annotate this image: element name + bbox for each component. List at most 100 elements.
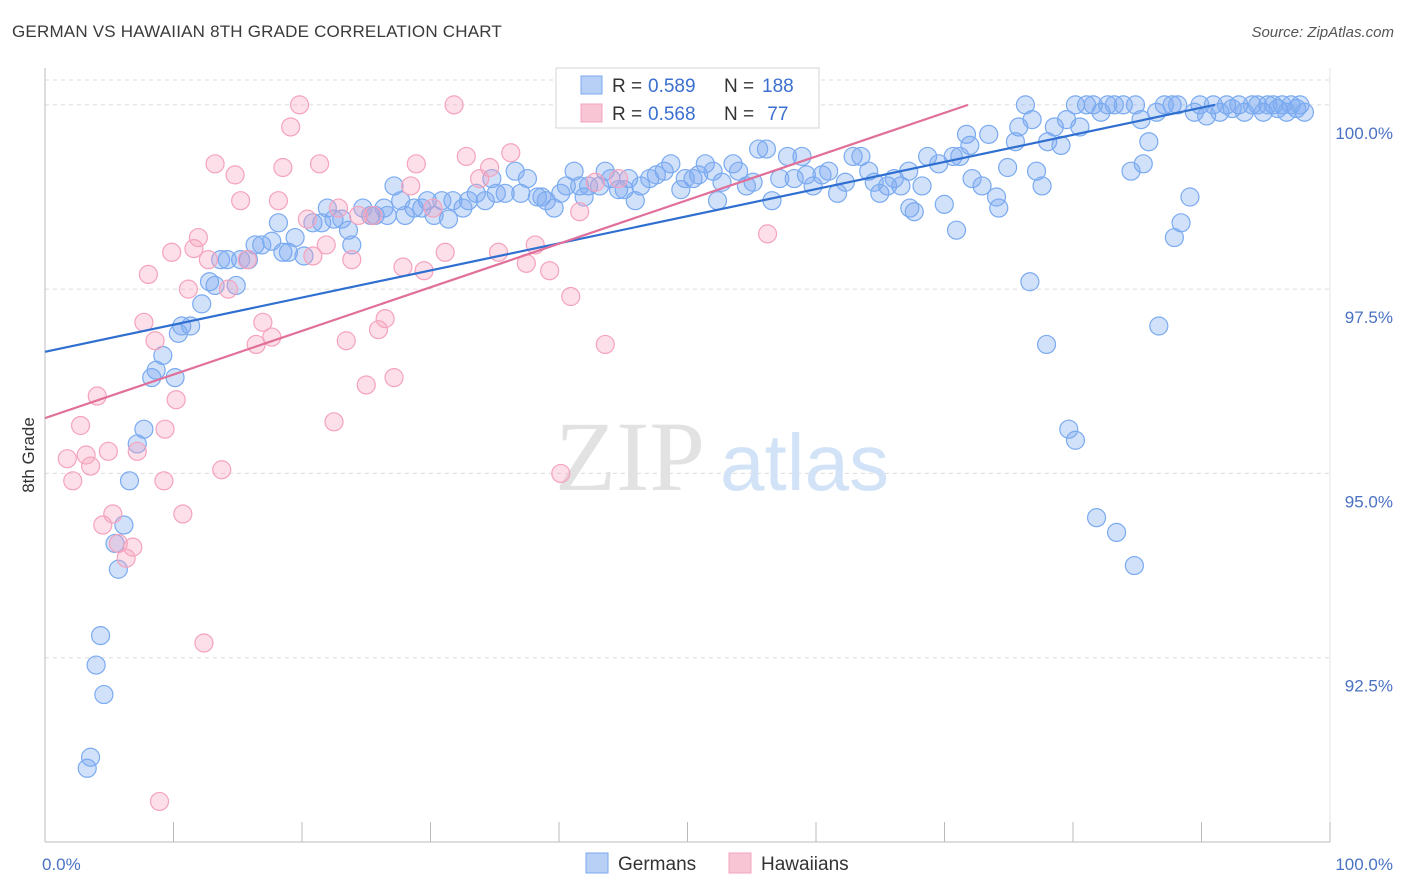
hawaiians-point — [501, 143, 521, 163]
hawaiians-point — [173, 504, 193, 524]
germans-point — [1149, 316, 1169, 336]
germans-point — [1086, 508, 1107, 528]
stats-r-value-germans: 0.589 — [648, 76, 696, 97]
germans-point — [80, 747, 101, 767]
hawaiians-point — [375, 309, 395, 329]
hawaiians-point — [342, 250, 362, 270]
hawaiians-point — [368, 320, 389, 340]
germans-point — [1044, 117, 1064, 137]
germans-point — [1032, 176, 1052, 196]
germans-point — [505, 161, 525, 181]
germans-point — [654, 161, 674, 181]
hawaiians-point — [561, 286, 581, 307]
germans-point — [108, 559, 128, 579]
germans-point — [231, 250, 251, 270]
hawaiians-point — [435, 242, 455, 262]
germans-point — [986, 187, 1007, 207]
hawaiians-point — [444, 95, 464, 115]
hawaiians-point — [273, 157, 293, 178]
germans-point — [438, 209, 459, 229]
germans-point — [877, 176, 898, 196]
hawaiians-point — [231, 191, 251, 211]
germans-point — [1106, 522, 1127, 543]
hawaiians-point — [303, 246, 323, 266]
germans-point — [998, 157, 1018, 178]
legend-swatch-hawaiians — [728, 852, 752, 874]
germans-point — [574, 187, 594, 207]
hawaiians-point — [480, 157, 500, 178]
germans-point — [618, 168, 639, 189]
germans-point — [94, 684, 114, 705]
germans-point — [912, 176, 932, 196]
hawaiians-point — [145, 331, 165, 351]
hawaiians-point — [336, 331, 356, 351]
hawaiians-point — [393, 257, 413, 277]
hawaiians-point — [188, 227, 208, 248]
legend: Germans Hawaiians — [585, 852, 849, 875]
germans-point — [749, 139, 769, 159]
germans-point — [796, 165, 817, 185]
germans-point — [1139, 132, 1159, 152]
hawaiians-point — [218, 279, 239, 299]
stats-n-value-germans: 188 — [762, 76, 794, 97]
hawaiians-point — [297, 209, 317, 229]
germans-point — [819, 161, 839, 181]
germans-point — [891, 176, 911, 196]
germans-point — [1210, 102, 1230, 122]
trend-lines — [44, 103, 1216, 420]
hawaiians-point — [155, 419, 175, 439]
hawaiians-point — [324, 412, 344, 432]
germans-point — [86, 655, 106, 675]
stats-r-label-germans: R = — [612, 76, 642, 97]
watermark-zip: ZIP — [555, 401, 705, 512]
germans-trend-line — [44, 103, 1216, 353]
y-tick-label: 95.0% — [1345, 492, 1393, 511]
germans-point — [689, 165, 709, 185]
germans-point — [695, 154, 715, 174]
germans-point — [1065, 430, 1086, 450]
germans-point — [268, 213, 289, 233]
hawaiians-point — [363, 205, 383, 226]
germans-point — [1180, 187, 1200, 207]
germans-point — [217, 250, 237, 270]
germans-point — [119, 471, 140, 491]
germans-point — [1020, 272, 1040, 292]
y-tick-label: 97.5% — [1345, 308, 1393, 327]
germans-point — [199, 272, 220, 292]
hawaiians-point — [70, 415, 91, 436]
hawaiians-point — [154, 471, 174, 491]
hawaiians-point — [456, 146, 476, 167]
germans-point — [784, 168, 804, 189]
hawaiians-point — [103, 504, 123, 524]
germans-point — [1059, 419, 1079, 439]
germans-point — [134, 419, 154, 439]
watermark: ZIP atlas — [555, 401, 889, 512]
tick-labels: 92.5% 95.0% 97.5% 100.0% 0.0% 100.0% — [42, 124, 1393, 874]
hawaiians-point — [178, 279, 198, 299]
hawaiians-point — [98, 441, 118, 461]
germans-point — [1294, 102, 1315, 122]
hawaiians-point — [80, 456, 101, 476]
germans-point — [1171, 213, 1191, 233]
y-axis-title: 8th Grade — [19, 417, 38, 493]
hawaiians-point — [356, 375, 376, 395]
germans-point — [979, 124, 999, 144]
germans-point — [671, 180, 691, 200]
legend-label-hawaiians: Hawaiians — [761, 854, 849, 875]
hawaiians-point — [423, 198, 443, 218]
hawaiians-point — [205, 154, 225, 174]
hawaiians-point — [401, 176, 421, 196]
hawaiians-point — [757, 224, 778, 244]
y-tick-label: 100.0% — [1335, 124, 1393, 143]
germans-point — [273, 242, 293, 262]
hawaiians-point — [138, 264, 158, 284]
hawaiians-point — [198, 250, 218, 270]
hawaiians-point — [316, 235, 336, 255]
stats-r-value-hawaiians: 0.568 — [648, 104, 696, 125]
germans-point — [900, 198, 920, 218]
watermark-atlas: atlas — [720, 418, 889, 507]
hawaiians-point — [348, 205, 369, 226]
germans-point — [661, 154, 681, 174]
hawaiians-point — [76, 445, 96, 465]
